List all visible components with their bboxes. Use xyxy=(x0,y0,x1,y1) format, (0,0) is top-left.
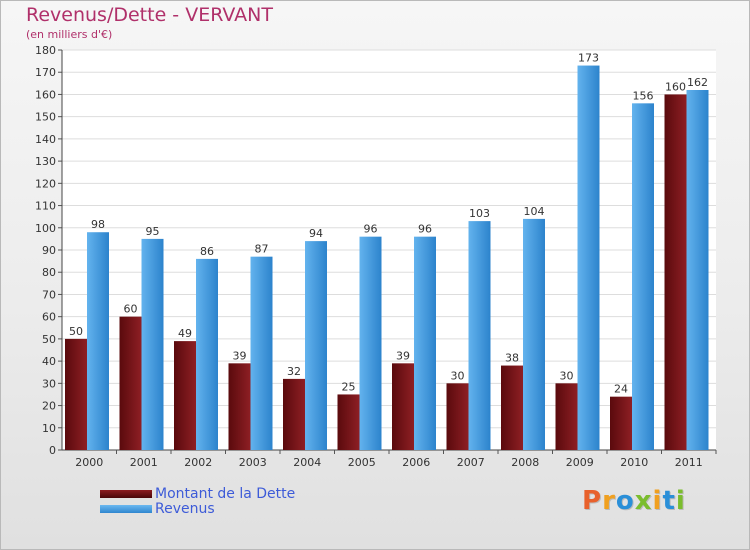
y-tick-label: 60 xyxy=(42,311,56,324)
bar-revenus xyxy=(359,236,382,450)
y-tick-label: 90 xyxy=(42,244,56,257)
logo-letter: t xyxy=(662,486,676,516)
value-label-dette: 60 xyxy=(124,303,138,316)
y-tick-label: 30 xyxy=(42,377,56,390)
value-label-revenus: 98 xyxy=(91,218,105,231)
y-tick-label: 160 xyxy=(35,88,56,101)
value-label-dette: 39 xyxy=(396,349,410,362)
value-label-dette: 38 xyxy=(505,352,519,365)
x-tick-label: 2006 xyxy=(402,456,430,469)
legend-label-revenus: Revenus xyxy=(155,500,215,517)
y-tick-label: 130 xyxy=(35,155,56,168)
x-tick-label: 2011 xyxy=(675,456,703,469)
bar-dette xyxy=(555,383,578,450)
bar-dette xyxy=(283,378,305,450)
chart-title: Revenus/Dette - VERVANT xyxy=(26,4,273,26)
proxiti-logo: Proxiti xyxy=(582,486,686,516)
bar-revenus xyxy=(196,258,218,450)
value-label-dette: 30 xyxy=(451,369,465,382)
bar-dette xyxy=(392,363,414,450)
value-label-revenus: 94 xyxy=(309,227,323,240)
y-tick-label: 170 xyxy=(35,66,56,79)
value-label-dette: 50 xyxy=(69,325,83,338)
bar-dette xyxy=(337,394,360,450)
y-tick-label: 70 xyxy=(42,288,56,301)
bar-dette xyxy=(610,396,632,450)
value-label-dette: 160 xyxy=(665,80,686,93)
value-label-revenus: 156 xyxy=(633,89,654,102)
value-label-revenus: 162 xyxy=(687,76,708,89)
bar-revenus xyxy=(577,65,600,451)
legend: Montant de la Dette Revenus xyxy=(100,485,296,517)
y-tick-label: 120 xyxy=(35,177,56,190)
legend-item-revenus: Revenus xyxy=(100,500,295,517)
x-tick-label: 2005 xyxy=(348,456,376,469)
value-label-dette: 24 xyxy=(614,383,628,396)
y-tick-label: 20 xyxy=(42,400,56,413)
value-label-revenus: 96 xyxy=(418,223,432,236)
y-tick-label: 80 xyxy=(42,266,56,279)
logo-letter: o xyxy=(615,486,635,516)
value-label-revenus: 173 xyxy=(578,52,599,65)
logo-letter: r xyxy=(602,486,616,516)
bar-revenus xyxy=(523,218,545,450)
bar-revenus xyxy=(468,221,491,450)
value-label-revenus: 104 xyxy=(524,205,545,218)
logo-letter: P xyxy=(582,486,603,516)
value-label-revenus: 87 xyxy=(255,243,269,256)
y-tick-label: 100 xyxy=(35,222,56,235)
value-label-dette: 30 xyxy=(560,369,574,382)
x-tick-label: 2003 xyxy=(239,456,267,469)
bar-dette xyxy=(174,341,196,450)
x-tick-label: 2001 xyxy=(130,456,158,469)
y-tick-label: 150 xyxy=(35,111,56,124)
y-tick-label: 140 xyxy=(35,133,56,146)
bar-dette xyxy=(446,383,469,450)
y-tick-label: 50 xyxy=(42,333,56,346)
value-label-revenus: 103 xyxy=(469,207,490,220)
chart-subtitle: (en milliers d'€) xyxy=(26,28,113,41)
x-tick-label: 2007 xyxy=(457,456,485,469)
x-tick-label: 2002 xyxy=(184,456,212,469)
legend-swatch-dette xyxy=(100,489,152,498)
bar-revenus xyxy=(414,236,436,450)
bar-dette xyxy=(65,338,87,450)
legend-label-dette: Montant de la Dette xyxy=(155,485,296,502)
logo-letter: i xyxy=(675,486,686,516)
logo-letter: i xyxy=(652,486,663,516)
bar-revenus xyxy=(686,90,709,450)
bar-dette xyxy=(119,316,142,450)
y-tick-label: 10 xyxy=(42,422,56,435)
bar-revenus xyxy=(632,103,654,450)
bar-dette xyxy=(501,365,523,450)
legend-swatch-revenus xyxy=(100,504,152,513)
bar-dette xyxy=(228,363,251,450)
y-tick-label: 0 xyxy=(49,444,56,457)
y-tick-label: 180 xyxy=(35,44,56,57)
x-tick-label: 2010 xyxy=(620,456,648,469)
value-label-dette: 49 xyxy=(178,327,192,340)
y-tick-label: 40 xyxy=(42,355,56,368)
x-tick-label: 2009 xyxy=(566,456,594,469)
value-label-dette: 25 xyxy=(342,380,356,393)
x-tick-label: 2000 xyxy=(75,456,103,469)
value-label-revenus: 86 xyxy=(200,245,214,258)
legend-item-dette: Montant de la Dette xyxy=(100,485,296,502)
logo-letter: x xyxy=(634,486,653,516)
value-label-dette: 32 xyxy=(287,365,301,378)
value-label-revenus: 95 xyxy=(146,225,160,238)
value-label-revenus: 96 xyxy=(364,223,378,236)
bar-dette xyxy=(664,94,687,450)
x-tick-label: 2004 xyxy=(293,456,321,469)
y-tick-label: 110 xyxy=(35,200,56,213)
bar-revenus xyxy=(305,241,327,450)
x-tick-label: 2008 xyxy=(511,456,539,469)
bar-revenus xyxy=(250,256,273,450)
value-label-dette: 39 xyxy=(233,349,247,362)
bar-revenus xyxy=(141,238,164,450)
bar-revenus xyxy=(87,232,109,450)
